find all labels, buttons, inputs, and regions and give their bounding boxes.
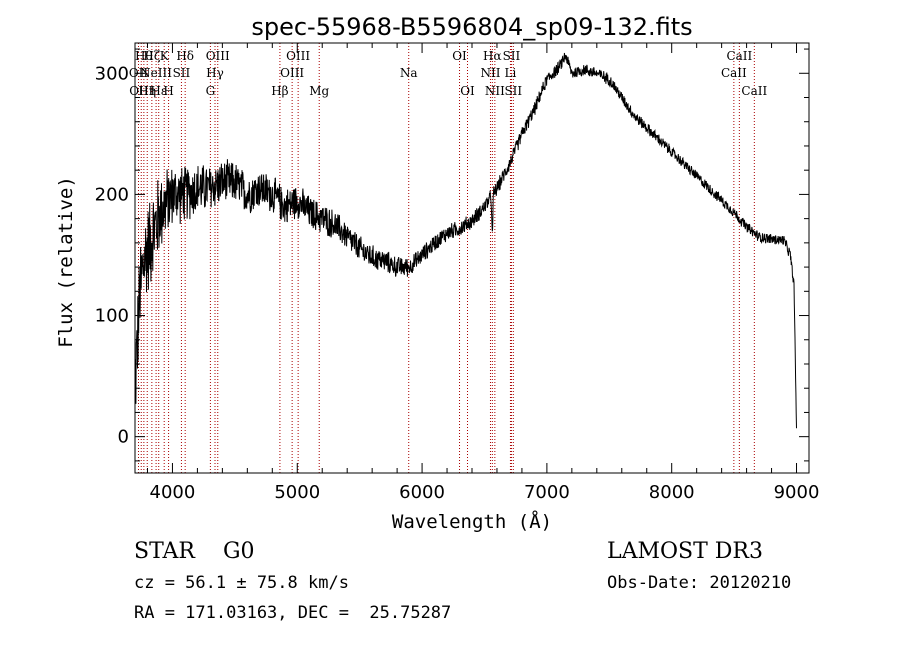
- spectral-line-label: OIII: [280, 66, 304, 80]
- spectral-line-label: Hθ: [135, 49, 153, 63]
- spectral-line-label: CaII: [721, 66, 747, 80]
- spectral-line-label: NII: [480, 66, 500, 80]
- chart-title: spec-55968-B5596804_sp09-132.fits: [251, 13, 692, 41]
- object-class: STAR: [134, 539, 195, 564]
- spectral-line-label: Li: [505, 66, 517, 80]
- spectral-line-label: CaII: [726, 49, 752, 63]
- spectral-line-label: Hδ: [176, 49, 194, 63]
- spectrum-line: [134, 52, 797, 429]
- spectral-line-label: SII: [173, 66, 191, 80]
- x-tick-label: 9000: [774, 482, 820, 503]
- spectral-line-label: Na: [400, 66, 418, 80]
- spectral-line-label: K: [160, 49, 170, 63]
- spectral-line-label: OI: [460, 84, 475, 98]
- spectral-line-label: OI: [452, 49, 467, 63]
- spectral-line-labels: OIIOIIIHθHηHζNeIIIHεKHSIIHδGHγOIIIHβOIII…: [129, 49, 768, 98]
- spectral-line-label: CaII: [741, 84, 767, 98]
- y-tick-label: 100: [95, 306, 129, 327]
- axis-ticks: 4000 5000 6000 7000 8000 9000 0 100 200 300: [95, 43, 820, 503]
- observation-date: Obs-Date: 20120210: [607, 573, 792, 593]
- y-tick-label: 200: [95, 184, 129, 205]
- spectral-line-label: Hε: [150, 84, 167, 98]
- x-tick-label: 6000: [399, 482, 445, 503]
- plot-frame: [134, 42, 810, 474]
- spectral-line-label: NII: [485, 84, 505, 98]
- redshift-velocity: cz = 56.1 ± 75.8 km/s: [134, 573, 349, 593]
- x-tick-label: 4000: [150, 482, 196, 503]
- ra-dec-coordinates: RA = 171.03163, DEC = 25.75287: [134, 603, 452, 623]
- spectrum-series: [134, 52, 797, 429]
- spectral-line-label: OIII: [206, 49, 230, 63]
- spectral-line-label: Hβ: [271, 84, 288, 98]
- spectral-line-label: NeIII: [140, 66, 172, 80]
- spectral-line-label: SII: [503, 49, 521, 63]
- y-tick-label: 0: [118, 427, 129, 448]
- spectral-line-label: OIII: [286, 49, 310, 63]
- spectral-line-label: G: [206, 84, 216, 98]
- spectral-line-label: H: [163, 84, 173, 98]
- spectral-line-label: Hζ: [143, 49, 160, 63]
- x-axis-label: Wavelength (Å): [392, 510, 552, 533]
- y-axis-label: Flux (relative): [55, 176, 77, 348]
- object-subclass: G0: [222, 539, 255, 564]
- spectral-line-label: Hα: [483, 49, 502, 63]
- spectral-line-label: Mg: [309, 84, 329, 98]
- y-tick-label: 300: [95, 63, 129, 84]
- object-class-line: STAR G0: [134, 539, 255, 564]
- survey-name: LAMOST DR3: [607, 539, 763, 564]
- spectral-line-label: Hγ: [206, 66, 224, 80]
- spectral-line-label: SII: [504, 84, 522, 98]
- spectral-line-label: Hη: [138, 84, 156, 98]
- x-tick-label: 7000: [524, 482, 570, 503]
- x-tick-label: 8000: [649, 482, 695, 503]
- x-tick-label: 5000: [274, 482, 320, 503]
- spectral-line-markers: [137, 43, 755, 473]
